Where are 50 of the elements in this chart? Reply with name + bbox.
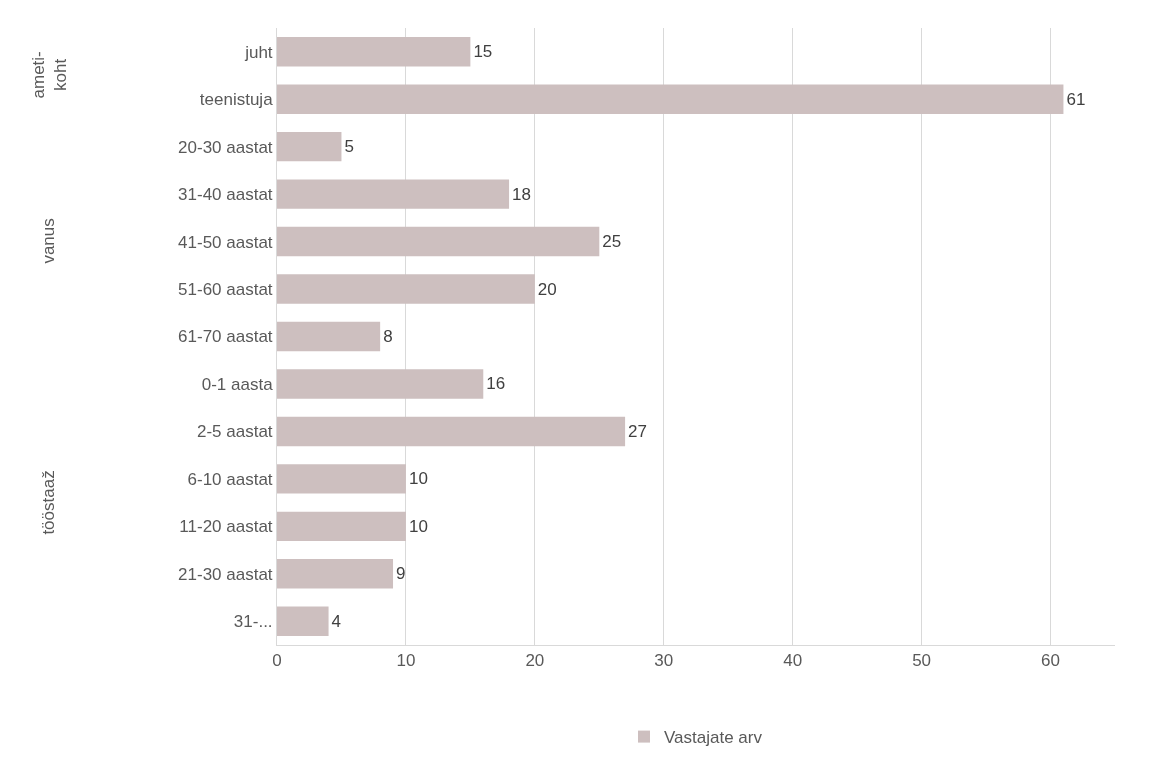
data-label: 4 [331, 611, 342, 631]
data-label: 9 [396, 564, 406, 584]
legend-label: Vastajate arv [664, 728, 763, 748]
text: ameti- koht [28, 51, 70, 99]
data-label: 61 [1066, 89, 1086, 109]
data-label: 16 [486, 374, 506, 394]
bar [277, 559, 394, 589]
x-tick-label: 20 [525, 651, 545, 671]
text: vanus [39, 218, 59, 264]
bar [277, 321, 381, 352]
bar [277, 464, 406, 494]
y-tick-label: 20-30 aastat [178, 137, 273, 157]
y-tick-label: 2-5 aastat [196, 422, 273, 442]
data-label: 15 [473, 42, 493, 62]
data-label: 10 [408, 469, 428, 489]
y-tick-label: 41-50 aastat [178, 232, 273, 252]
data-label: 8 [383, 327, 393, 346]
x-tick-label: 40 [783, 651, 803, 671]
text: tööstaaž [39, 470, 59, 535]
bar [277, 416, 626, 447]
bar [277, 274, 535, 304]
y-tick-label: 51-60 aastat [178, 279, 273, 299]
data-label: 10 [408, 516, 428, 536]
y-tick-label: teenistuja [199, 90, 274, 110]
bar [277, 606, 329, 636]
data-label: 5 [344, 137, 354, 157]
y-tick-label: 21-30 aastat [178, 564, 273, 584]
bar [277, 511, 406, 542]
bar [277, 84, 1064, 114]
bar [277, 37, 471, 67]
y-tick-label: 61-70 aastat [178, 327, 273, 347]
bar [277, 226, 600, 257]
bar [277, 369, 484, 399]
y-tick-label: 0-1 aasta [201, 374, 274, 394]
bar [277, 179, 510, 209]
x-tick-label: 0 [272, 651, 282, 671]
y-tick-label: 31-40 aastat [178, 185, 273, 205]
bar [277, 131, 342, 162]
data-label: 25 [602, 232, 622, 252]
x-tick-label: 10 [396, 651, 416, 671]
y-tick-label: 11-20 aastat [179, 517, 273, 537]
y-tick-label: juht [244, 42, 273, 62]
data-label: 18 [512, 184, 531, 204]
data-label: 20 [537, 279, 557, 299]
x-tick-label: 50 [912, 651, 932, 671]
x-tick-label: 60 [1041, 651, 1060, 671]
data-label: 27 [628, 421, 648, 441]
x-tick-label: 30 [654, 651, 674, 671]
y-tick-label: 6-10 aastat [187, 469, 273, 489]
y-tick-label: 31-... [233, 612, 273, 632]
